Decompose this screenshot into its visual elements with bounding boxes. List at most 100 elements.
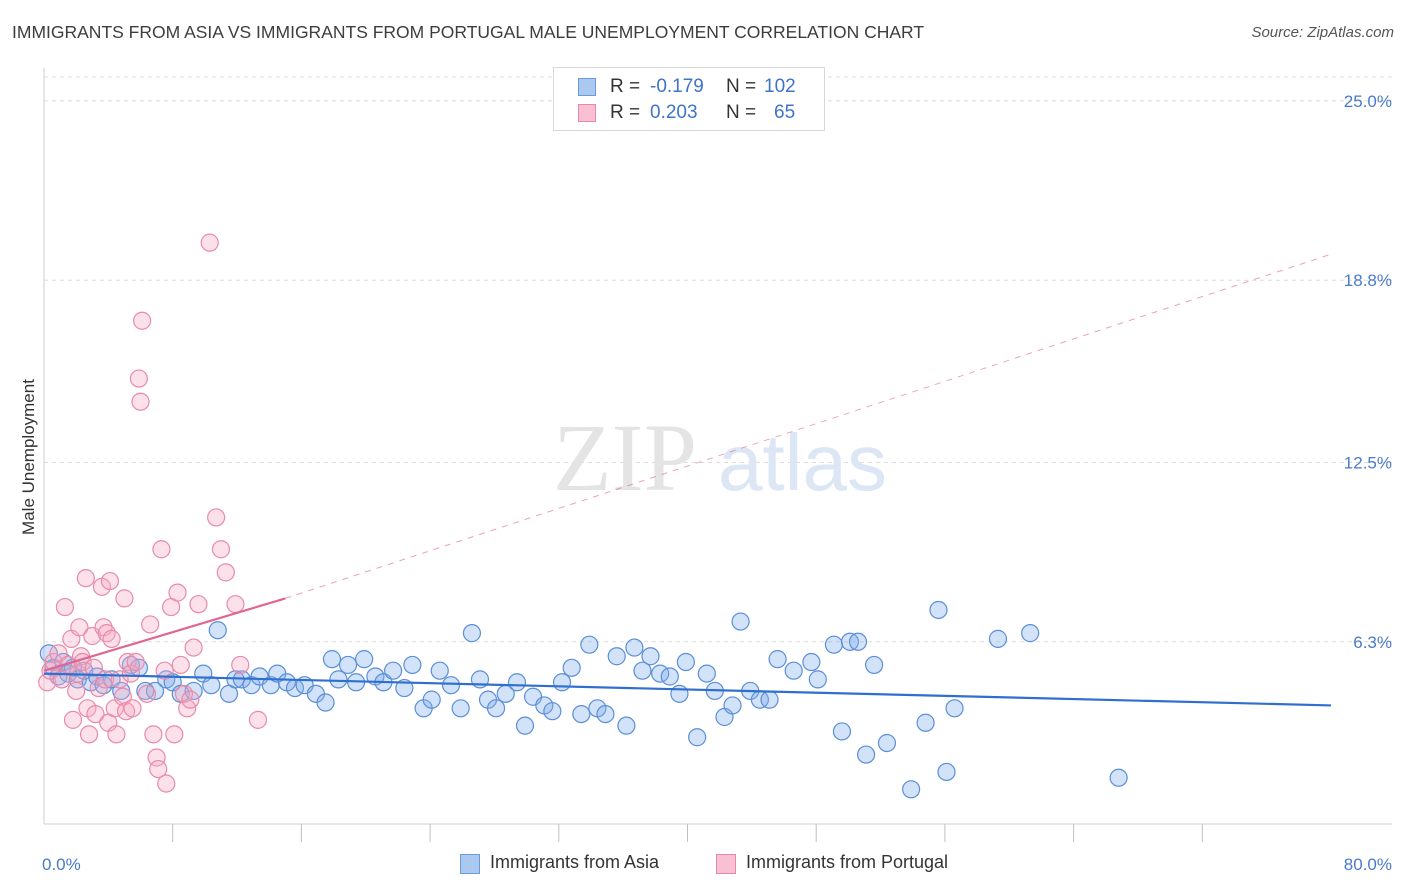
- point-portugal: [129, 369, 149, 388]
- point-asia: [202, 676, 221, 695]
- r-value-asia: -0.179: [650, 76, 704, 97]
- point-portugal: [157, 774, 176, 793]
- legend-label-asia: Immigrants from Asia: [490, 852, 660, 872]
- point-portugal: [79, 725, 99, 744]
- point-portugal: [86, 704, 105, 724]
- x-tick-label: 80.0%: [1344, 855, 1392, 874]
- n-value-asia: 102: [764, 76, 796, 97]
- point-portugal: [123, 699, 142, 718]
- n-value-portugal: 65: [774, 102, 796, 123]
- point-portugal: [147, 748, 166, 767]
- legend-label-portugal: Immigrants from Portugal: [746, 852, 949, 872]
- point-asia: [572, 704, 591, 724]
- point-asia: [515, 716, 535, 735]
- point-portugal: [207, 508, 226, 527]
- point-asia: [136, 681, 155, 701]
- point-portugal: [216, 563, 235, 582]
- point-asia: [441, 676, 461, 695]
- chart-title: IMMIGRANTS FROM ASIA VS IMMIGRANTS FROM …: [12, 22, 925, 42]
- point-asia: [660, 667, 679, 686]
- y-axis-title: Male Unemployment: [19, 379, 38, 535]
- point-asia: [507, 673, 527, 692]
- point-portugal: [184, 638, 203, 657]
- point-asia: [329, 670, 348, 689]
- trend-lines: [43, 253, 1332, 707]
- point-asia: [929, 600, 948, 620]
- data-points: [38, 233, 1128, 799]
- point-asia: [832, 722, 852, 741]
- r-label: R =: [610, 76, 641, 97]
- point-asia: [395, 678, 414, 698]
- trend-extension-portugal: [285, 253, 1332, 599]
- point-portugal: [226, 595, 245, 614]
- point-asia: [383, 661, 403, 680]
- source-label: Source: ZipAtlas.com: [1251, 24, 1394, 41]
- y-tick-label: 18.8%: [1344, 271, 1392, 290]
- point-portugal: [133, 311, 152, 330]
- y-tick-label: 25.0%: [1344, 92, 1392, 111]
- point-asia: [208, 621, 227, 640]
- r-label: R =: [610, 102, 641, 123]
- legend-swatch-asia: [578, 78, 596, 96]
- point-asia: [916, 713, 935, 732]
- point-asia: [607, 647, 626, 666]
- point-asia: [316, 693, 335, 712]
- x-tick-label: 0.0%: [42, 855, 81, 874]
- point-asia: [697, 664, 716, 683]
- watermark: ZIP atlas: [553, 404, 887, 511]
- point-asia: [596, 704, 615, 724]
- n-label: N =: [726, 76, 757, 97]
- point-asia: [731, 612, 750, 631]
- point-portugal: [126, 652, 145, 672]
- y-tick-label: 6.3%: [1353, 633, 1392, 652]
- legend-swatch-portugal: [716, 854, 736, 874]
- series-legend: Immigrants from Asia Immigrants from Por…: [0, 850, 1406, 878]
- point-asia: [824, 635, 843, 654]
- point-portugal: [63, 710, 83, 729]
- point-asia: [865, 655, 884, 675]
- point-portugal: [121, 664, 140, 683]
- point-portugal: [149, 759, 168, 779]
- point-portugal: [67, 681, 86, 701]
- point-asia: [322, 650, 342, 669]
- point-asia: [451, 699, 470, 718]
- point-asia: [902, 780, 921, 799]
- point-asia: [723, 696, 742, 715]
- trend-line-portugal: [43, 597, 286, 672]
- point-portugal: [165, 725, 184, 744]
- axes: [43, 68, 1392, 842]
- point-asia: [760, 690, 779, 709]
- point-asia: [355, 650, 374, 669]
- point-portugal: [144, 725, 163, 744]
- point-portugal: [55, 597, 75, 617]
- trend-line-asia: [43, 672, 1332, 707]
- point-portugal: [189, 595, 208, 614]
- point-portugal: [70, 618, 89, 637]
- point-asia: [543, 702, 562, 721]
- point-portugal: [141, 615, 160, 634]
- point-portugal: [115, 589, 134, 608]
- point-asia: [688, 728, 707, 747]
- point-asia: [784, 661, 803, 680]
- watermark-zip: ZIP: [553, 404, 697, 511]
- tick-labels: 6.3% 12.5% 18.8% 25.0% 0.0% 80.0%: [42, 92, 1392, 874]
- point-asia: [877, 733, 897, 753]
- legend-swatch-portugal: [578, 104, 596, 122]
- point-asia: [988, 629, 1008, 648]
- point-portugal: [76, 569, 95, 588]
- point-portugal: [131, 392, 150, 411]
- point-portugal: [181, 690, 200, 709]
- correlation-legend: R = -0.179 N = 102 R = 0.203 N = 65: [553, 67, 825, 131]
- point-asia: [625, 638, 644, 657]
- point-portugal: [152, 540, 171, 559]
- point-portugal: [171, 655, 190, 675]
- point-portugal: [102, 629, 121, 648]
- point-asia: [641, 647, 660, 666]
- point-asia: [802, 652, 821, 672]
- point-asia: [633, 661, 652, 680]
- point-portugal: [211, 540, 231, 559]
- point-portugal: [107, 725, 126, 744]
- point-asia: [580, 635, 599, 654]
- point-asia: [562, 658, 581, 677]
